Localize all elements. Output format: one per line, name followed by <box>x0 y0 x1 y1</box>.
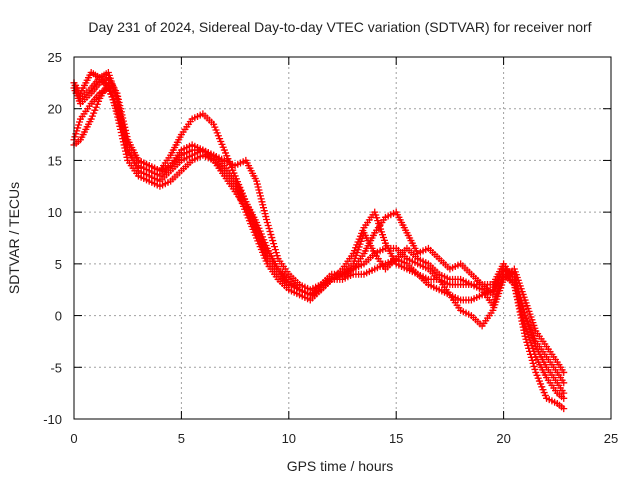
series-track-3 <box>70 79 568 402</box>
series-track-1 <box>70 69 568 387</box>
data-point <box>272 249 280 257</box>
x-tick-label: 5 <box>178 431 185 446</box>
plot-frame <box>73 56 612 420</box>
data-point <box>530 362 538 370</box>
data-point <box>267 231 275 239</box>
y-tick-label: 25 <box>48 50 62 65</box>
chart-title: Day 231 of 2024, Sidereal Day-to-day VTE… <box>88 19 591 35</box>
y-tick-label: 15 <box>48 153 62 168</box>
y-tick-label: 10 <box>48 205 62 220</box>
y-tick-label: 0 <box>55 309 62 324</box>
data-point <box>269 237 277 245</box>
series-track-2 <box>70 84 568 376</box>
data-point <box>529 359 537 367</box>
data-point <box>263 218 271 226</box>
data-point <box>560 368 568 376</box>
y-tick-label: -10 <box>43 412 62 427</box>
y-tick-label: 20 <box>48 102 62 117</box>
data-point <box>528 356 536 364</box>
x-tick-label: 15 <box>389 431 403 446</box>
data-point <box>266 228 274 236</box>
data-point <box>122 150 130 158</box>
y-tick-label: -5 <box>50 360 62 375</box>
y-axis-label: SDTVAR / TECUs <box>6 182 22 294</box>
data-point <box>526 347 534 355</box>
data-point <box>522 335 530 343</box>
y-tick-label: 5 <box>55 257 62 272</box>
x-axis-label: GPS time / hours <box>287 458 394 474</box>
series-track-4 <box>70 74 568 397</box>
data-point <box>523 338 531 346</box>
data-point <box>560 379 568 387</box>
x-tick-label: 25 <box>604 431 618 446</box>
data-point <box>113 89 121 97</box>
data-point <box>270 243 278 251</box>
data-point <box>264 222 272 230</box>
data-point <box>271 246 279 254</box>
grid-lines <box>74 57 611 419</box>
data-point <box>560 389 568 397</box>
data-series <box>70 69 568 413</box>
data-point <box>123 153 131 161</box>
data-point <box>265 225 273 233</box>
data-point <box>560 405 568 413</box>
data-point <box>270 240 278 248</box>
x-tick-label: 0 <box>70 431 77 446</box>
data-point <box>268 234 276 242</box>
data-point <box>525 344 533 352</box>
data-point <box>273 252 281 260</box>
axis-ticks: 0 5 10 15 20 25 -10 -5 0 5 10 15 20 25 <box>43 50 618 446</box>
data-point <box>521 332 529 340</box>
data-point <box>527 353 535 361</box>
x-tick-label: 20 <box>496 431 510 446</box>
data-point <box>531 365 539 373</box>
series-track-5 <box>70 69 568 413</box>
data-point <box>526 350 534 358</box>
data-point <box>524 341 532 349</box>
x-tick-label: 10 <box>282 431 296 446</box>
